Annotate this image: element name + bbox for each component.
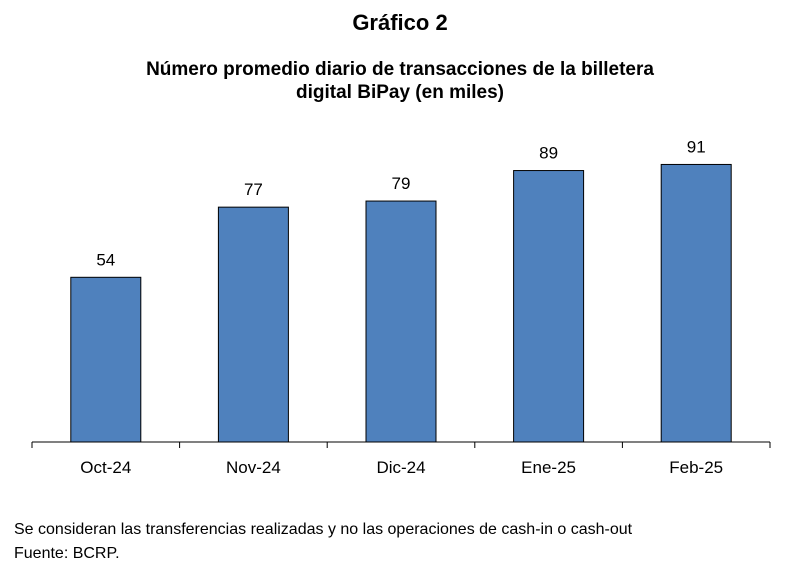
data-label-Feb-25: 91 <box>687 137 706 156</box>
data-label-Nov-24: 77 <box>244 180 263 199</box>
bar-Oct-24 <box>70 276 142 443</box>
footnote-scope: Se consideran las transferencias realiza… <box>14 521 633 538</box>
x-tick-label-Dic-24: Dic-24 <box>376 458 425 477</box>
bar-Feb-25 <box>660 163 732 443</box>
chart-title-line-2: digital BiPay (en miles) <box>296 82 504 103</box>
x-tick-label-Ene-25: Ene-25 <box>521 458 576 477</box>
data-label-Dic-24: 79 <box>392 174 411 193</box>
bar-Nov-24 <box>217 206 289 443</box>
x-tick-label-Oct-24: Oct-24 <box>80 458 131 477</box>
footnotes: Se consideran las transferencias realiza… <box>14 518 632 566</box>
chart-title: Número promedio diario de transacciones … <box>60 58 740 104</box>
bar-Ene-25 <box>513 170 585 443</box>
bar-Dic-24 <box>365 200 437 443</box>
footnote-source: Fuente: BCRP. <box>14 545 120 562</box>
chart-title-line-1: Número promedio diario de transacciones … <box>146 59 654 80</box>
x-tick-label-Nov-24: Nov-24 <box>226 458 281 477</box>
data-label-Ene-25: 89 <box>539 144 558 163</box>
x-tick-label-Feb-25: Feb-25 <box>669 458 723 477</box>
data-label-Oct-24: 54 <box>96 250 115 269</box>
figure-label: Gráfico 2 <box>352 10 448 35</box>
